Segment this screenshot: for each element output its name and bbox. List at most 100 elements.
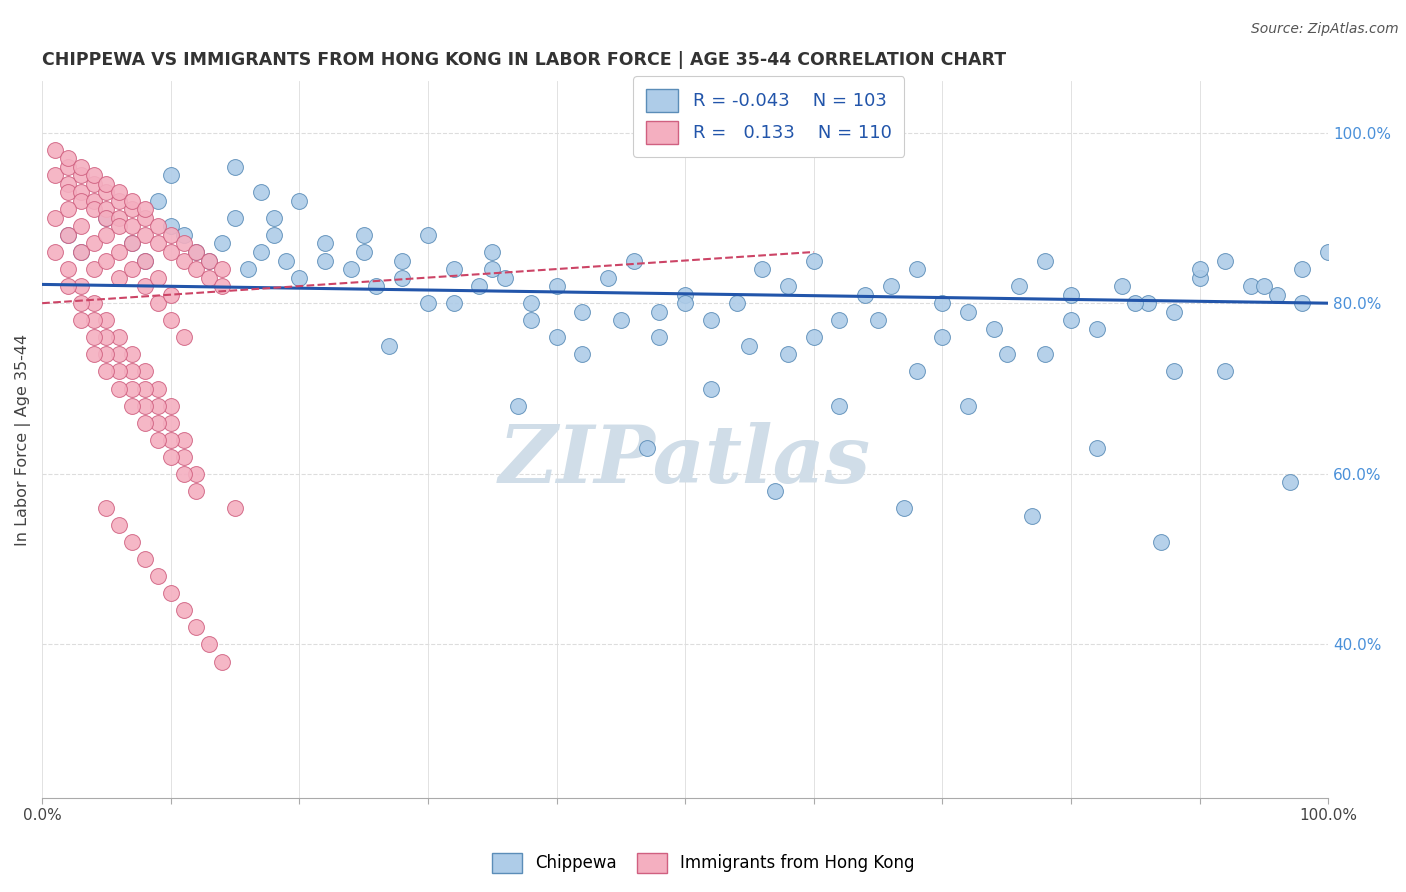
Point xyxy=(803,253,825,268)
Point xyxy=(957,399,980,413)
Point xyxy=(146,236,169,251)
Point xyxy=(186,467,208,481)
Point xyxy=(83,236,105,251)
Point xyxy=(121,194,143,208)
Point xyxy=(134,227,156,242)
Point xyxy=(69,245,91,260)
Point xyxy=(443,296,465,310)
Point xyxy=(121,219,143,234)
Point xyxy=(1213,364,1236,378)
Point xyxy=(198,270,221,285)
Point xyxy=(56,227,79,242)
Point xyxy=(96,227,118,242)
Point xyxy=(198,253,221,268)
Point xyxy=(134,253,156,268)
Point xyxy=(481,262,503,277)
Point xyxy=(623,253,645,268)
Point xyxy=(700,382,723,396)
Point xyxy=(146,382,169,396)
Point xyxy=(546,330,568,344)
Point xyxy=(108,270,131,285)
Point xyxy=(56,202,79,217)
Point xyxy=(1240,279,1263,293)
Point xyxy=(1033,253,1056,268)
Point xyxy=(211,279,233,293)
Point xyxy=(416,296,439,310)
Point xyxy=(134,253,156,268)
Point xyxy=(211,236,233,251)
Point xyxy=(263,211,285,225)
Point xyxy=(353,245,375,260)
Point xyxy=(121,236,143,251)
Point xyxy=(211,262,233,277)
Point xyxy=(236,262,259,277)
Point xyxy=(44,168,66,182)
Point xyxy=(69,168,91,182)
Point xyxy=(159,586,181,600)
Point xyxy=(173,330,195,344)
Point xyxy=(1163,364,1185,378)
Point xyxy=(69,186,91,200)
Point xyxy=(96,500,118,515)
Point xyxy=(121,535,143,549)
Point xyxy=(108,382,131,396)
Point xyxy=(56,151,79,165)
Point xyxy=(224,211,246,225)
Point xyxy=(134,399,156,413)
Point xyxy=(481,245,503,260)
Point xyxy=(173,236,195,251)
Point xyxy=(776,347,799,361)
Point xyxy=(725,296,748,310)
Point xyxy=(288,270,311,285)
Point xyxy=(121,347,143,361)
Point xyxy=(1123,296,1146,310)
Point xyxy=(159,416,181,430)
Point xyxy=(159,399,181,413)
Point xyxy=(96,177,118,191)
Point xyxy=(159,168,181,182)
Point xyxy=(905,262,928,277)
Point xyxy=(288,194,311,208)
Point xyxy=(224,500,246,515)
Point xyxy=(146,296,169,310)
Point xyxy=(763,483,786,498)
Point xyxy=(108,330,131,344)
Point xyxy=(571,304,593,318)
Point xyxy=(134,364,156,378)
Point xyxy=(648,330,671,344)
Point xyxy=(1008,279,1031,293)
Point xyxy=(314,253,336,268)
Point xyxy=(957,304,980,318)
Point xyxy=(416,227,439,242)
Point xyxy=(134,416,156,430)
Point xyxy=(1085,442,1108,456)
Point xyxy=(108,518,131,533)
Point xyxy=(108,245,131,260)
Point xyxy=(96,253,118,268)
Point xyxy=(931,296,953,310)
Point xyxy=(173,467,195,481)
Point xyxy=(83,313,105,327)
Point xyxy=(69,279,91,293)
Point xyxy=(893,500,915,515)
Point xyxy=(186,245,208,260)
Point xyxy=(146,399,169,413)
Point xyxy=(314,236,336,251)
Point xyxy=(159,313,181,327)
Point xyxy=(83,296,105,310)
Point xyxy=(173,227,195,242)
Point xyxy=(198,253,221,268)
Point xyxy=(121,262,143,277)
Point xyxy=(83,177,105,191)
Point xyxy=(56,160,79,174)
Point xyxy=(159,433,181,447)
Point xyxy=(146,270,169,285)
Point xyxy=(121,202,143,217)
Point xyxy=(1265,287,1288,301)
Point xyxy=(1033,347,1056,361)
Point xyxy=(69,313,91,327)
Point xyxy=(146,219,169,234)
Point xyxy=(173,450,195,464)
Point xyxy=(224,160,246,174)
Point xyxy=(69,219,91,234)
